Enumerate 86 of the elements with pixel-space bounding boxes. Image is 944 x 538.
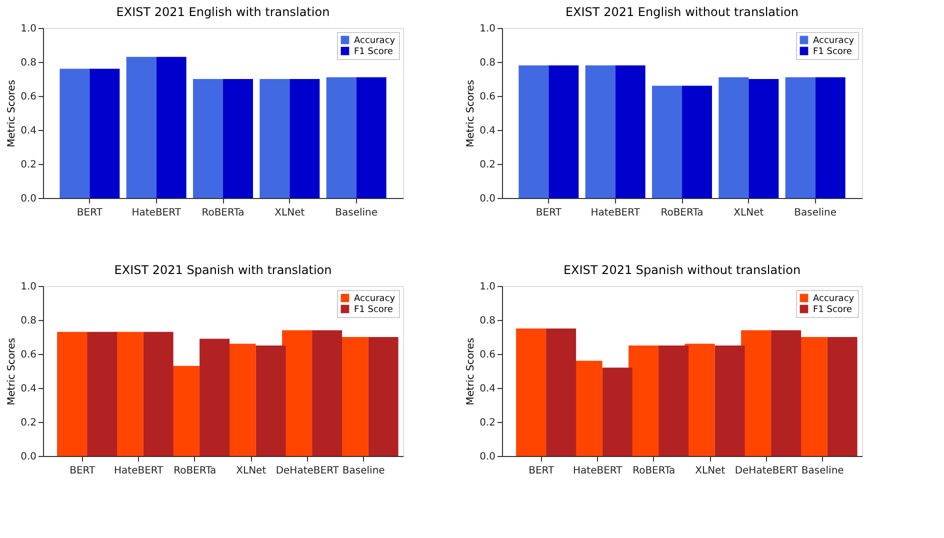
bar bbox=[312, 330, 342, 456]
y-tick-label: 0.6 bbox=[480, 92, 496, 102]
x-tick-label: BERT bbox=[70, 466, 96, 476]
y-axis-title: Metric Scores bbox=[466, 80, 477, 148]
chart-title: EXIST 2021 English without translation bbox=[565, 5, 799, 19]
chart-title: EXIST 2021 English with translation bbox=[116, 5, 330, 19]
bar bbox=[87, 332, 118, 456]
y-tick-label: 1.0 bbox=[480, 24, 496, 34]
x-tick-label: RoBERTa bbox=[660, 208, 704, 218]
legend-label: F1 Score bbox=[354, 305, 394, 315]
legend-label: Accuracy bbox=[813, 294, 855, 304]
x-tick-label: HateBERT bbox=[132, 208, 182, 218]
x-tick-label: RoBERTa bbox=[174, 466, 216, 476]
x-tick-label: XLNet bbox=[236, 466, 266, 476]
bar bbox=[516, 328, 546, 456]
chart-title: EXIST 2021 Spanish without translation bbox=[563, 263, 801, 277]
x-tick-label: RoBERTa bbox=[202, 208, 244, 218]
x-tick-label: XLNet bbox=[274, 208, 305, 218]
x-tick-label: BERT bbox=[76, 208, 104, 218]
y-tick-label: 0.2 bbox=[20, 418, 36, 428]
y-tick-label: 0.4 bbox=[20, 384, 36, 394]
bar bbox=[785, 77, 816, 198]
legend-label: Accuracy bbox=[354, 294, 396, 304]
y-tick-label: 0.8 bbox=[480, 58, 496, 68]
bar bbox=[256, 346, 286, 456]
x-tick-label: BERT bbox=[536, 208, 562, 218]
y-tick-label: 0.6 bbox=[480, 350, 496, 360]
bar bbox=[368, 337, 398, 456]
bar bbox=[200, 338, 230, 456]
y-tick-label: 0.4 bbox=[480, 126, 496, 136]
y-tick-label: 0.2 bbox=[480, 160, 496, 170]
y-axis-title: Metric Scores bbox=[6, 80, 18, 148]
bar bbox=[714, 346, 745, 456]
x-tick-label: BERT bbox=[528, 466, 556, 476]
y-tick-label: 0.8 bbox=[20, 58, 36, 68]
y-tick-label: 0.8 bbox=[20, 316, 36, 326]
y-tick-label: 1.0 bbox=[20, 24, 36, 34]
legend-label: F1 Score bbox=[813, 47, 852, 57]
y-tick-label: 1.0 bbox=[480, 282, 496, 292]
x-tick-label: Baseline bbox=[794, 208, 837, 218]
y-tick-label: 0.0 bbox=[480, 194, 496, 204]
bar bbox=[585, 65, 616, 198]
y-tick-label: 0.6 bbox=[20, 92, 36, 102]
bar bbox=[771, 330, 802, 456]
x-tick-label: DeHateBERT bbox=[276, 466, 340, 476]
y-axis-title: Metric Scores bbox=[466, 338, 477, 406]
x-tick-label: HateBERT bbox=[573, 466, 624, 476]
y-tick-label: 0.0 bbox=[20, 452, 36, 462]
legend-label: F1 Score bbox=[354, 47, 394, 57]
bar bbox=[658, 346, 689, 456]
y-tick-label: 0.0 bbox=[20, 194, 36, 204]
x-tick-label: DeHateBERT bbox=[734, 466, 799, 476]
bar bbox=[615, 65, 646, 198]
bar bbox=[546, 328, 576, 456]
y-tick-label: 0.0 bbox=[480, 452, 496, 462]
y-tick-label: 0.6 bbox=[20, 350, 36, 360]
chart-title: EXIST 2021 Spanish with translation bbox=[114, 263, 332, 277]
y-tick-label: 0.4 bbox=[480, 384, 496, 394]
bar bbox=[682, 86, 712, 198]
x-tick-label: XLNet bbox=[695, 466, 726, 476]
bar bbox=[748, 79, 779, 198]
bar bbox=[652, 86, 682, 198]
legend-label: Accuracy bbox=[813, 36, 855, 46]
y-axis-title: Metric Scores bbox=[6, 338, 18, 406]
x-tick-label: RoBERTa bbox=[632, 466, 676, 476]
x-tick-label: Baseline bbox=[801, 466, 844, 476]
y-tick-label: 0.2 bbox=[20, 160, 36, 170]
x-tick-label: Baseline bbox=[342, 466, 385, 476]
x-tick-label: XLNet bbox=[734, 208, 764, 218]
bar bbox=[815, 77, 846, 198]
bar bbox=[143, 332, 174, 456]
bar bbox=[827, 337, 858, 456]
y-tick-label: 0.8 bbox=[480, 316, 496, 326]
y-tick-label: 1.0 bbox=[20, 282, 36, 292]
y-tick-label: 0.2 bbox=[480, 418, 496, 428]
bar bbox=[548, 65, 579, 198]
x-tick-label: HateBERT bbox=[590, 208, 641, 218]
x-tick-label: Baseline bbox=[335, 208, 378, 218]
bar bbox=[718, 77, 749, 198]
y-tick-label: 0.4 bbox=[20, 126, 36, 136]
bar bbox=[518, 65, 549, 198]
legend-label: Accuracy bbox=[354, 36, 396, 46]
x-tick-label: HateBERT bbox=[114, 466, 164, 476]
bar bbox=[602, 368, 632, 456]
legend-label: F1 Score bbox=[813, 305, 852, 315]
bar bbox=[57, 332, 88, 456]
